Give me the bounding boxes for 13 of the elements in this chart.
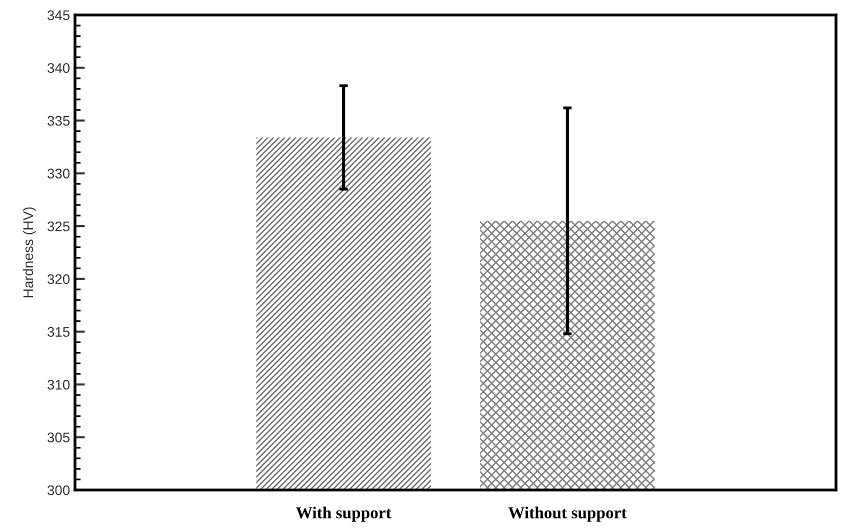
y-tick-label: 325 bbox=[48, 221, 70, 232]
y-tick-label: 335 bbox=[48, 116, 70, 126]
y-tick-label: 320 bbox=[48, 274, 70, 284]
y-tick-label: 330 bbox=[48, 168, 70, 179]
y-tick-label: 345 bbox=[48, 10, 70, 20]
y-tick-label: 340 bbox=[48, 63, 70, 73]
y-tick-label: 310 bbox=[48, 380, 70, 390]
y-tick-label: 300 bbox=[48, 485, 70, 496]
x-tick-label: Without support bbox=[508, 506, 627, 522]
x-tick-label: With support bbox=[296, 506, 392, 522]
y-tick-label: 315 bbox=[48, 327, 70, 337]
y-tick-label: 305 bbox=[48, 432, 70, 442]
y-axis-title: Hardness (HV) bbox=[22, 207, 36, 298]
